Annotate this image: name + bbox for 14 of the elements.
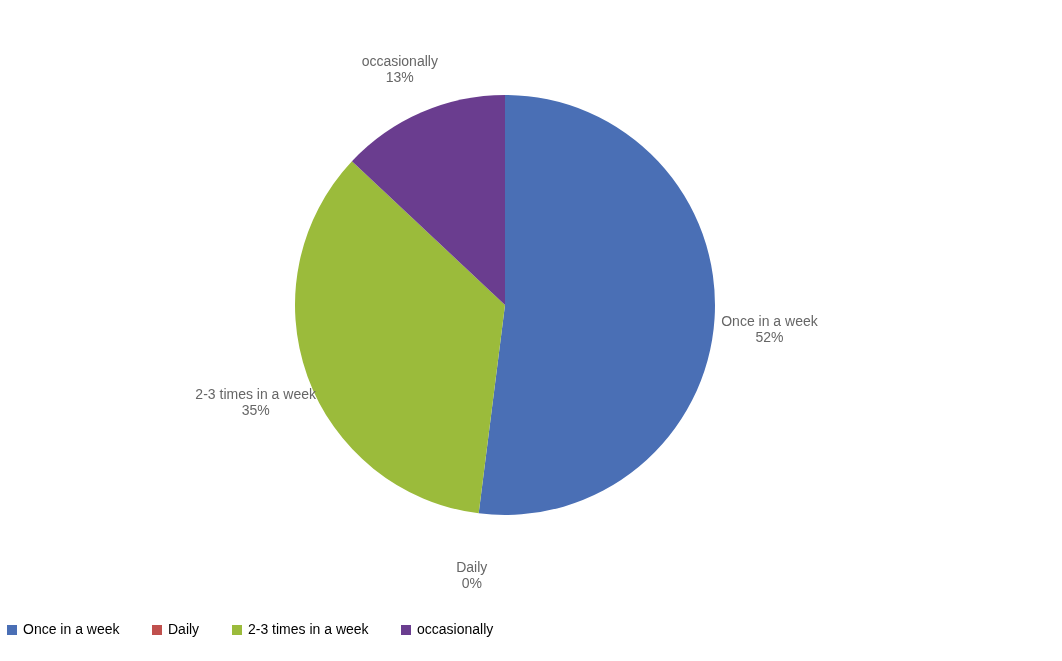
legend-label: Once in a week: [23, 621, 121, 637]
data-label: 13%: [385, 68, 414, 85]
slice-label: Once in a week: [721, 312, 819, 329]
legend-label: 2-3 times in a week: [248, 621, 370, 637]
legend-label: Daily: [168, 621, 200, 637]
pie-slice: [478, 95, 715, 515]
category-label: Daily: [456, 558, 488, 575]
slice-label: occasionally: [361, 52, 438, 69]
slice-label: 2-3 times in a week: [195, 385, 317, 402]
data-label: 52%: [755, 328, 784, 345]
data-label: 35%: [241, 401, 270, 418]
legend-label: occasionally: [417, 621, 494, 637]
pie-slice: [351, 95, 505, 305]
text: 0%: [461, 574, 482, 591]
